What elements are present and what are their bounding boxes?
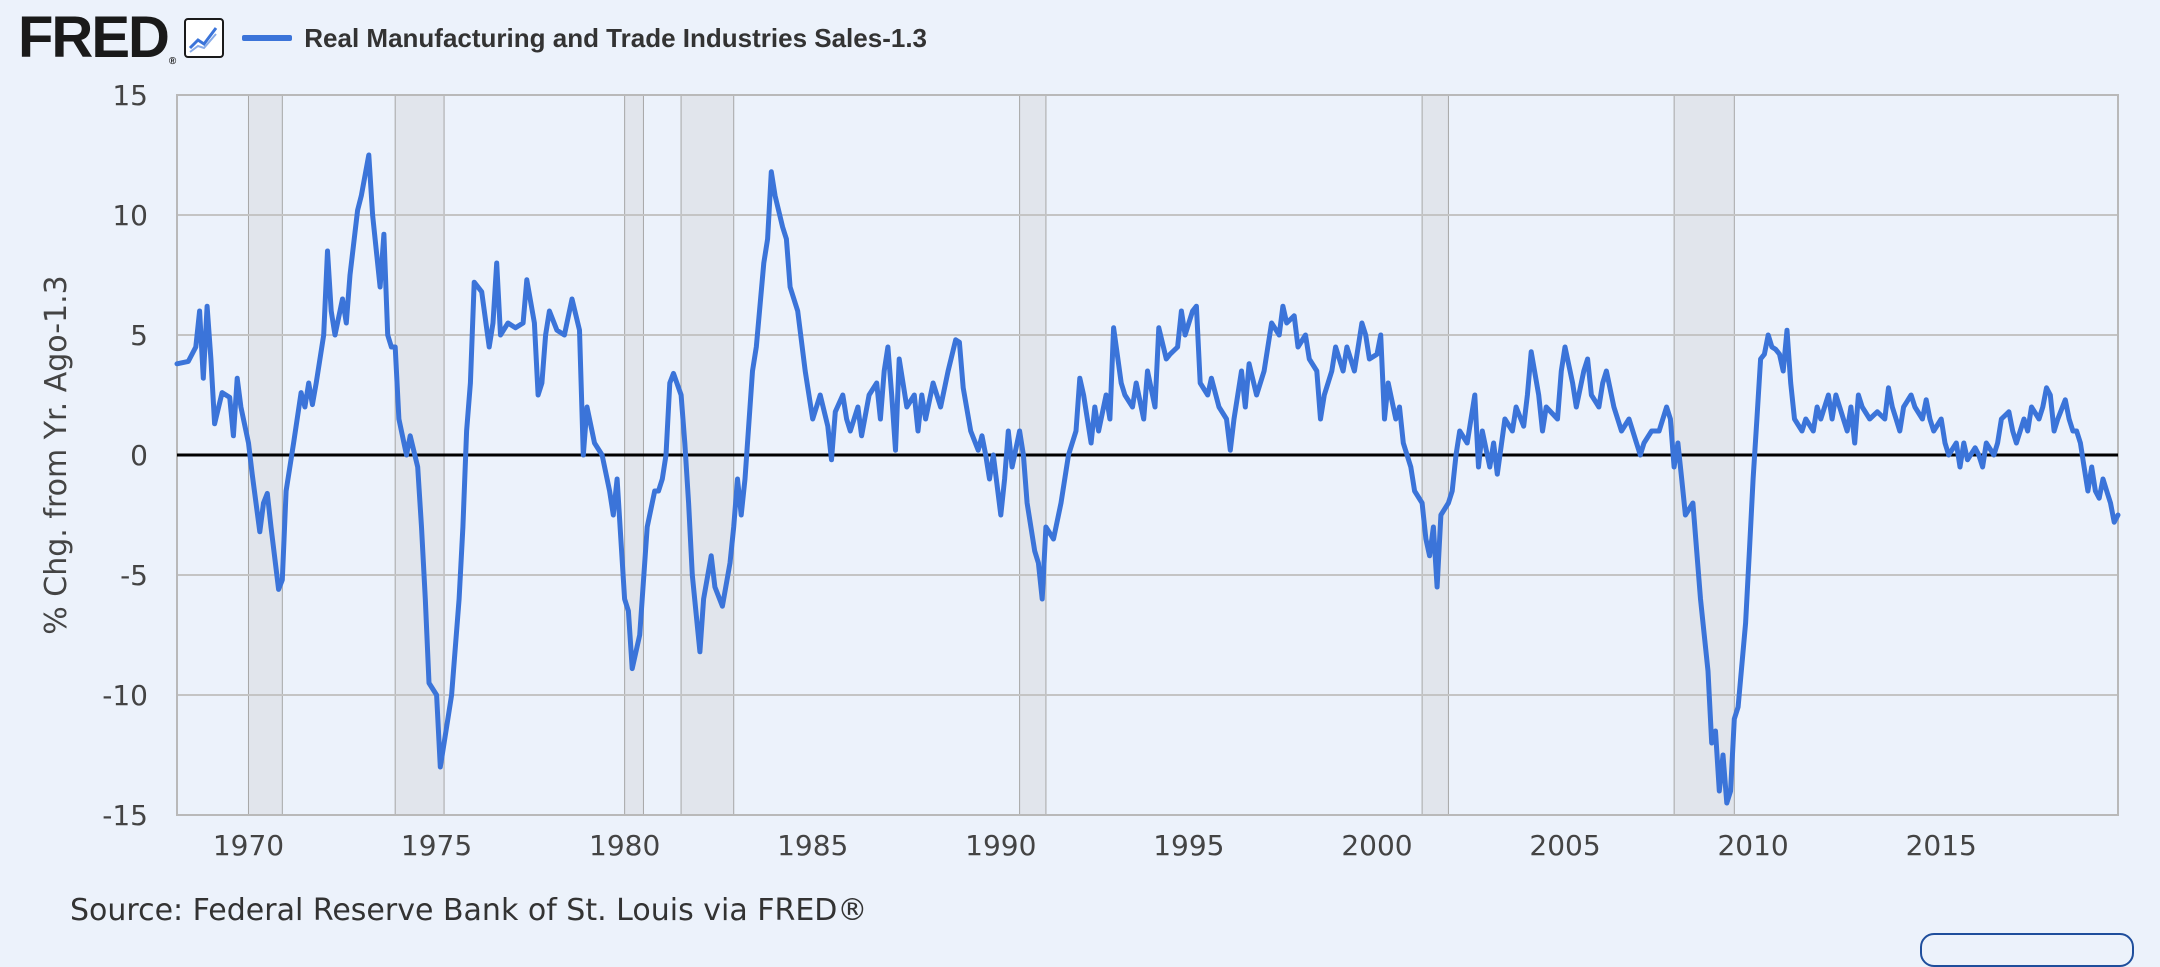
y-axis-label: % Chg. from Yr. Ago-1.3 <box>39 275 74 634</box>
x-tick-label: 1990 <box>965 829 1036 862</box>
x-tick-label: 1970 <box>213 829 284 862</box>
fred-logo[interactable]: FRED® <box>18 5 177 70</box>
series-layer <box>174 152 2121 806</box>
x-tick-label: 2010 <box>1717 829 1788 862</box>
line-chart-icon[interactable] <box>184 18 225 58</box>
x-tick-label: 2005 <box>1529 829 1600 862</box>
y-tick-label: -5 <box>120 559 148 592</box>
legend-series-swatch <box>242 35 293 41</box>
x-tick-label: 1975 <box>401 829 472 862</box>
x-tick-label: 1995 <box>1153 829 1224 862</box>
x-axis-tick-labels: 1970 1975 1980 1985 1990 1995 2000 2005 2010 2015 <box>213 829 1977 862</box>
y-tick-label: 10 <box>112 199 148 232</box>
source-citation: Source: Federal Reserve Bank of St. Loui… <box>70 893 868 928</box>
y-tick-label: 15 <box>112 79 148 112</box>
series-line[interactable] <box>174 152 2121 806</box>
x-tick-label: 2015 <box>1906 829 1977 862</box>
y-axis-tick-labels: 15 10 5 0 -5 -10 -15 <box>102 79 148 832</box>
x-tick-label: 1985 <box>777 829 848 862</box>
y-tick-label: 0 <box>130 439 148 472</box>
y-tick-label: -10 <box>102 679 148 712</box>
y-tick-label: -15 <box>102 799 148 832</box>
chart-header: FRED® Real Manufacturing and Trade Indus… <box>18 5 927 70</box>
fred-logo-reg-mark: ® <box>168 56 177 67</box>
line-chart-icon-graphic <box>189 27 218 53</box>
legend-series-label: Real Manufacturing and Trade Industries … <box>304 22 927 53</box>
x-tick-label: 1980 <box>589 829 660 862</box>
y-tick-label: 5 <box>130 319 148 352</box>
corner-button[interactable] <box>1920 933 2134 967</box>
line-chart: 15 10 5 0 -5 -10 -15 1970 1975 1980 1985 1990 1995 2… <box>39 79 2121 862</box>
x-tick-label: 2000 <box>1341 829 1412 862</box>
